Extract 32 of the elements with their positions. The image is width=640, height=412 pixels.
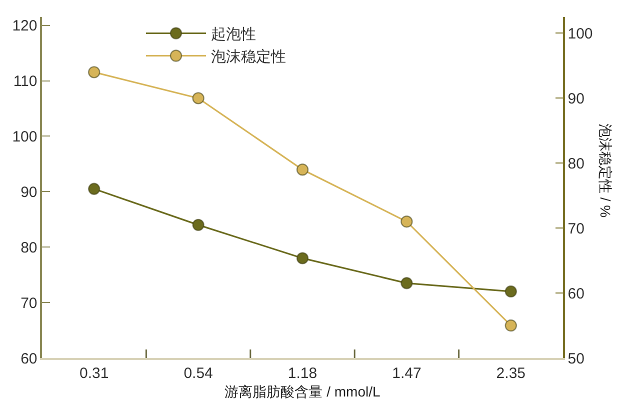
- y-tick-label: 90: [20, 184, 38, 201]
- x-tick-label: 0.54: [184, 364, 213, 382]
- legend-label: 起泡性: [210, 26, 256, 44]
- point: [88, 182, 100, 195]
- y-tick-label: 80: [20, 239, 38, 256]
- point: [192, 92, 204, 104]
- point: [192, 218, 204, 232]
- y2-tick-label: 100: [568, 25, 593, 42]
- point: [296, 164, 309, 176]
- y2-tick-label: 90: [568, 90, 584, 108]
- x-tick-label: 1.18: [288, 364, 318, 382]
- x-tick-label: 1.47: [392, 364, 422, 382]
- y2-tick-label: 60: [568, 285, 584, 302]
- point: [296, 252, 309, 264]
- y-tick-label: 70: [20, 294, 38, 312]
- y2-tick-label: 80: [568, 155, 584, 172]
- x-tick-label: 2.35: [496, 364, 526, 382]
- point: [88, 66, 100, 78]
- point: [504, 285, 517, 298]
- y-tick-label: 100: [12, 128, 38, 146]
- point: [400, 216, 413, 228]
- y-tick-label: 60: [20, 350, 38, 368]
- y-tick-label: 120: [12, 18, 38, 35]
- y2-tick-label: 50: [568, 350, 584, 368]
- y-tick-label: 110: [13, 73, 38, 90]
- x-tick-label: 0.31: [80, 364, 109, 382]
- legend-label: 泡沫稳定性: [210, 48, 286, 66]
- x-axis-title: 游离脂肪酸含量 / mmol/L: [224, 384, 380, 400]
- point: [400, 277, 413, 290]
- y2-axis-title: 泡沫稳定性 / %: [597, 123, 614, 218]
- y2-tick-label: 70: [568, 220, 584, 238]
- point: [504, 319, 517, 332]
